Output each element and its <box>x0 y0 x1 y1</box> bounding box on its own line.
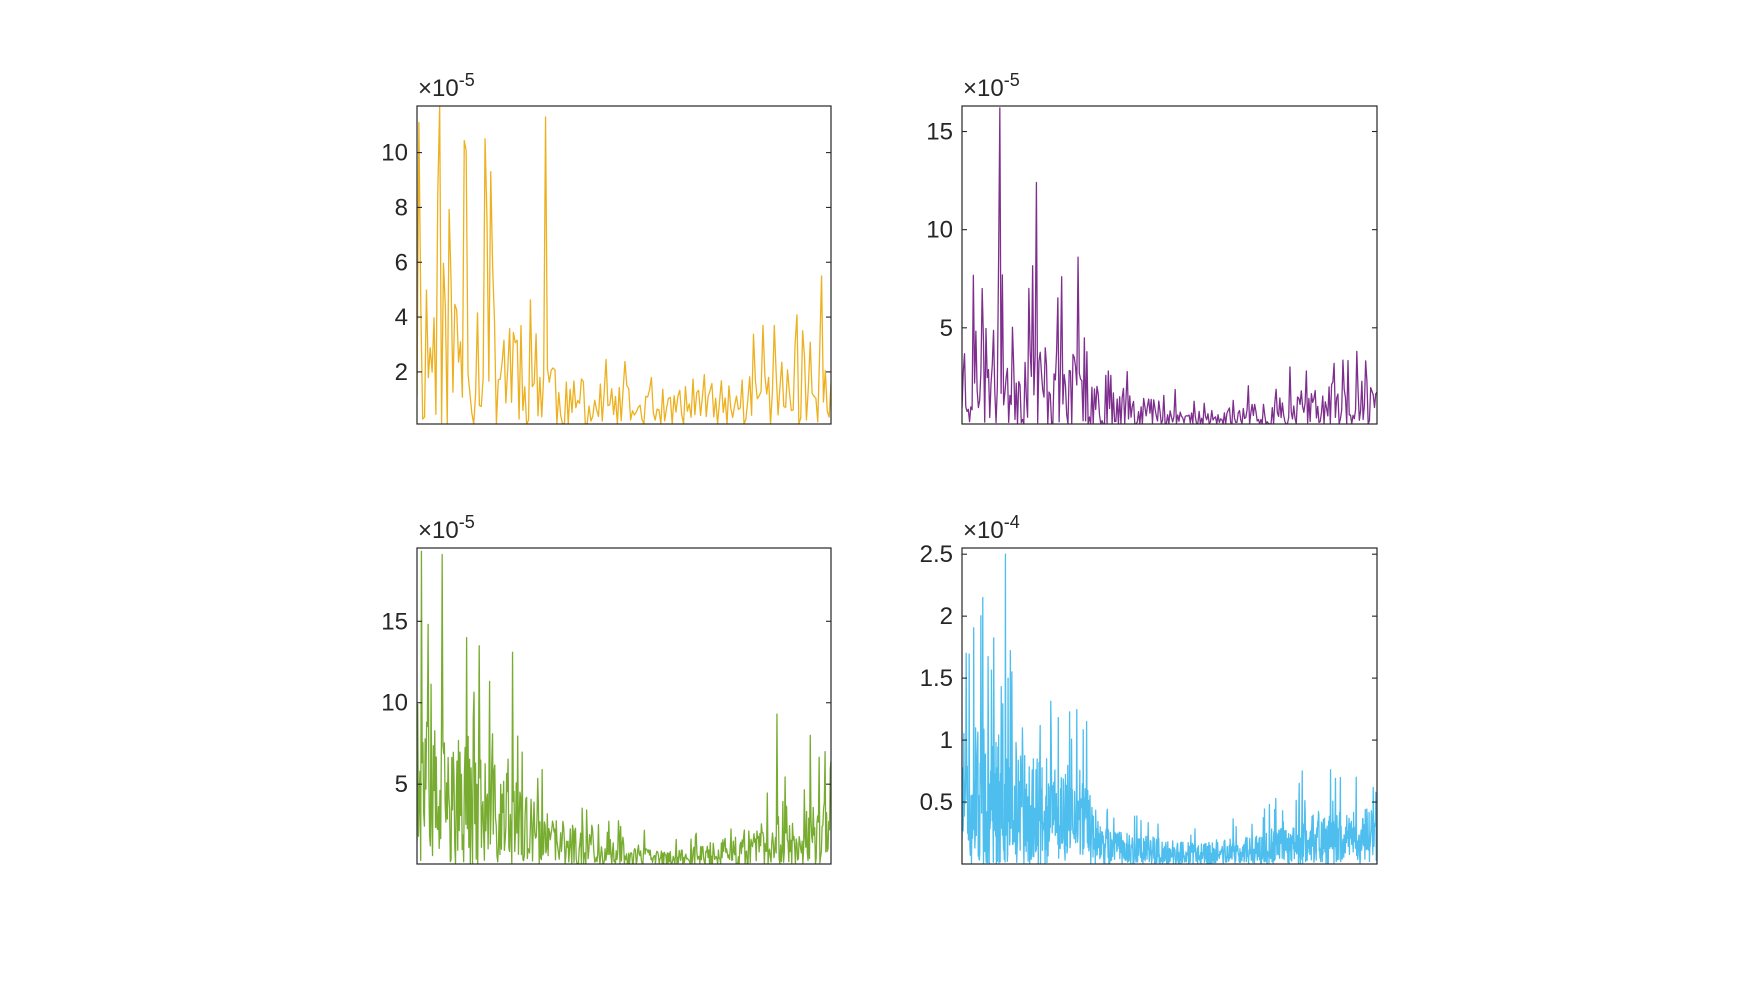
subplot-4: 0.5 1 1.5 2 2.5 ×10-4 <box>920 512 1378 865</box>
y-tick-label: 4 <box>395 304 408 331</box>
axes-frame <box>961 105 1378 425</box>
y-tick-label: 10 <box>926 217 953 244</box>
exponent-multiplier: ×10-4 <box>963 512 1020 544</box>
y-tick-label: 15 <box>381 608 408 635</box>
y-tick-label: 1.5 <box>920 665 953 692</box>
y-tick-label: 8 <box>395 194 408 221</box>
subplot-3: 5 10 15 ×10-5 <box>381 512 832 865</box>
series-line <box>962 107 1377 424</box>
y-tick-label: 0.5 <box>920 789 953 816</box>
exponent-multiplier: ×10-5 <box>418 70 475 102</box>
y-tick-label: 10 <box>381 140 408 167</box>
y-tick-label: 5 <box>395 771 408 798</box>
y-tick-label: 15 <box>926 119 953 146</box>
y-tick-label: 2 <box>940 603 953 630</box>
axes-frame <box>961 547 1378 865</box>
axes-frame <box>416 105 832 425</box>
y-tick-label: 6 <box>395 249 408 276</box>
axes-frame <box>416 547 832 865</box>
exponent-multiplier: ×10-5 <box>418 512 475 544</box>
subplot-2: 5 10 15 ×10-5 <box>926 70 1378 425</box>
subplot-1: 2 4 6 8 10 ×10-5 <box>381 70 832 425</box>
y-tick-label: 2 <box>395 359 408 386</box>
series-line <box>962 553 1377 864</box>
y-tick-label: 2.5 <box>920 541 953 568</box>
series-line <box>417 106 831 424</box>
y-tick-label: 5 <box>940 315 953 342</box>
exponent-multiplier: ×10-5 <box>963 70 1020 102</box>
y-tick-label: 1 <box>940 727 953 754</box>
series-line <box>417 550 831 864</box>
y-tick-label: 10 <box>381 690 408 717</box>
